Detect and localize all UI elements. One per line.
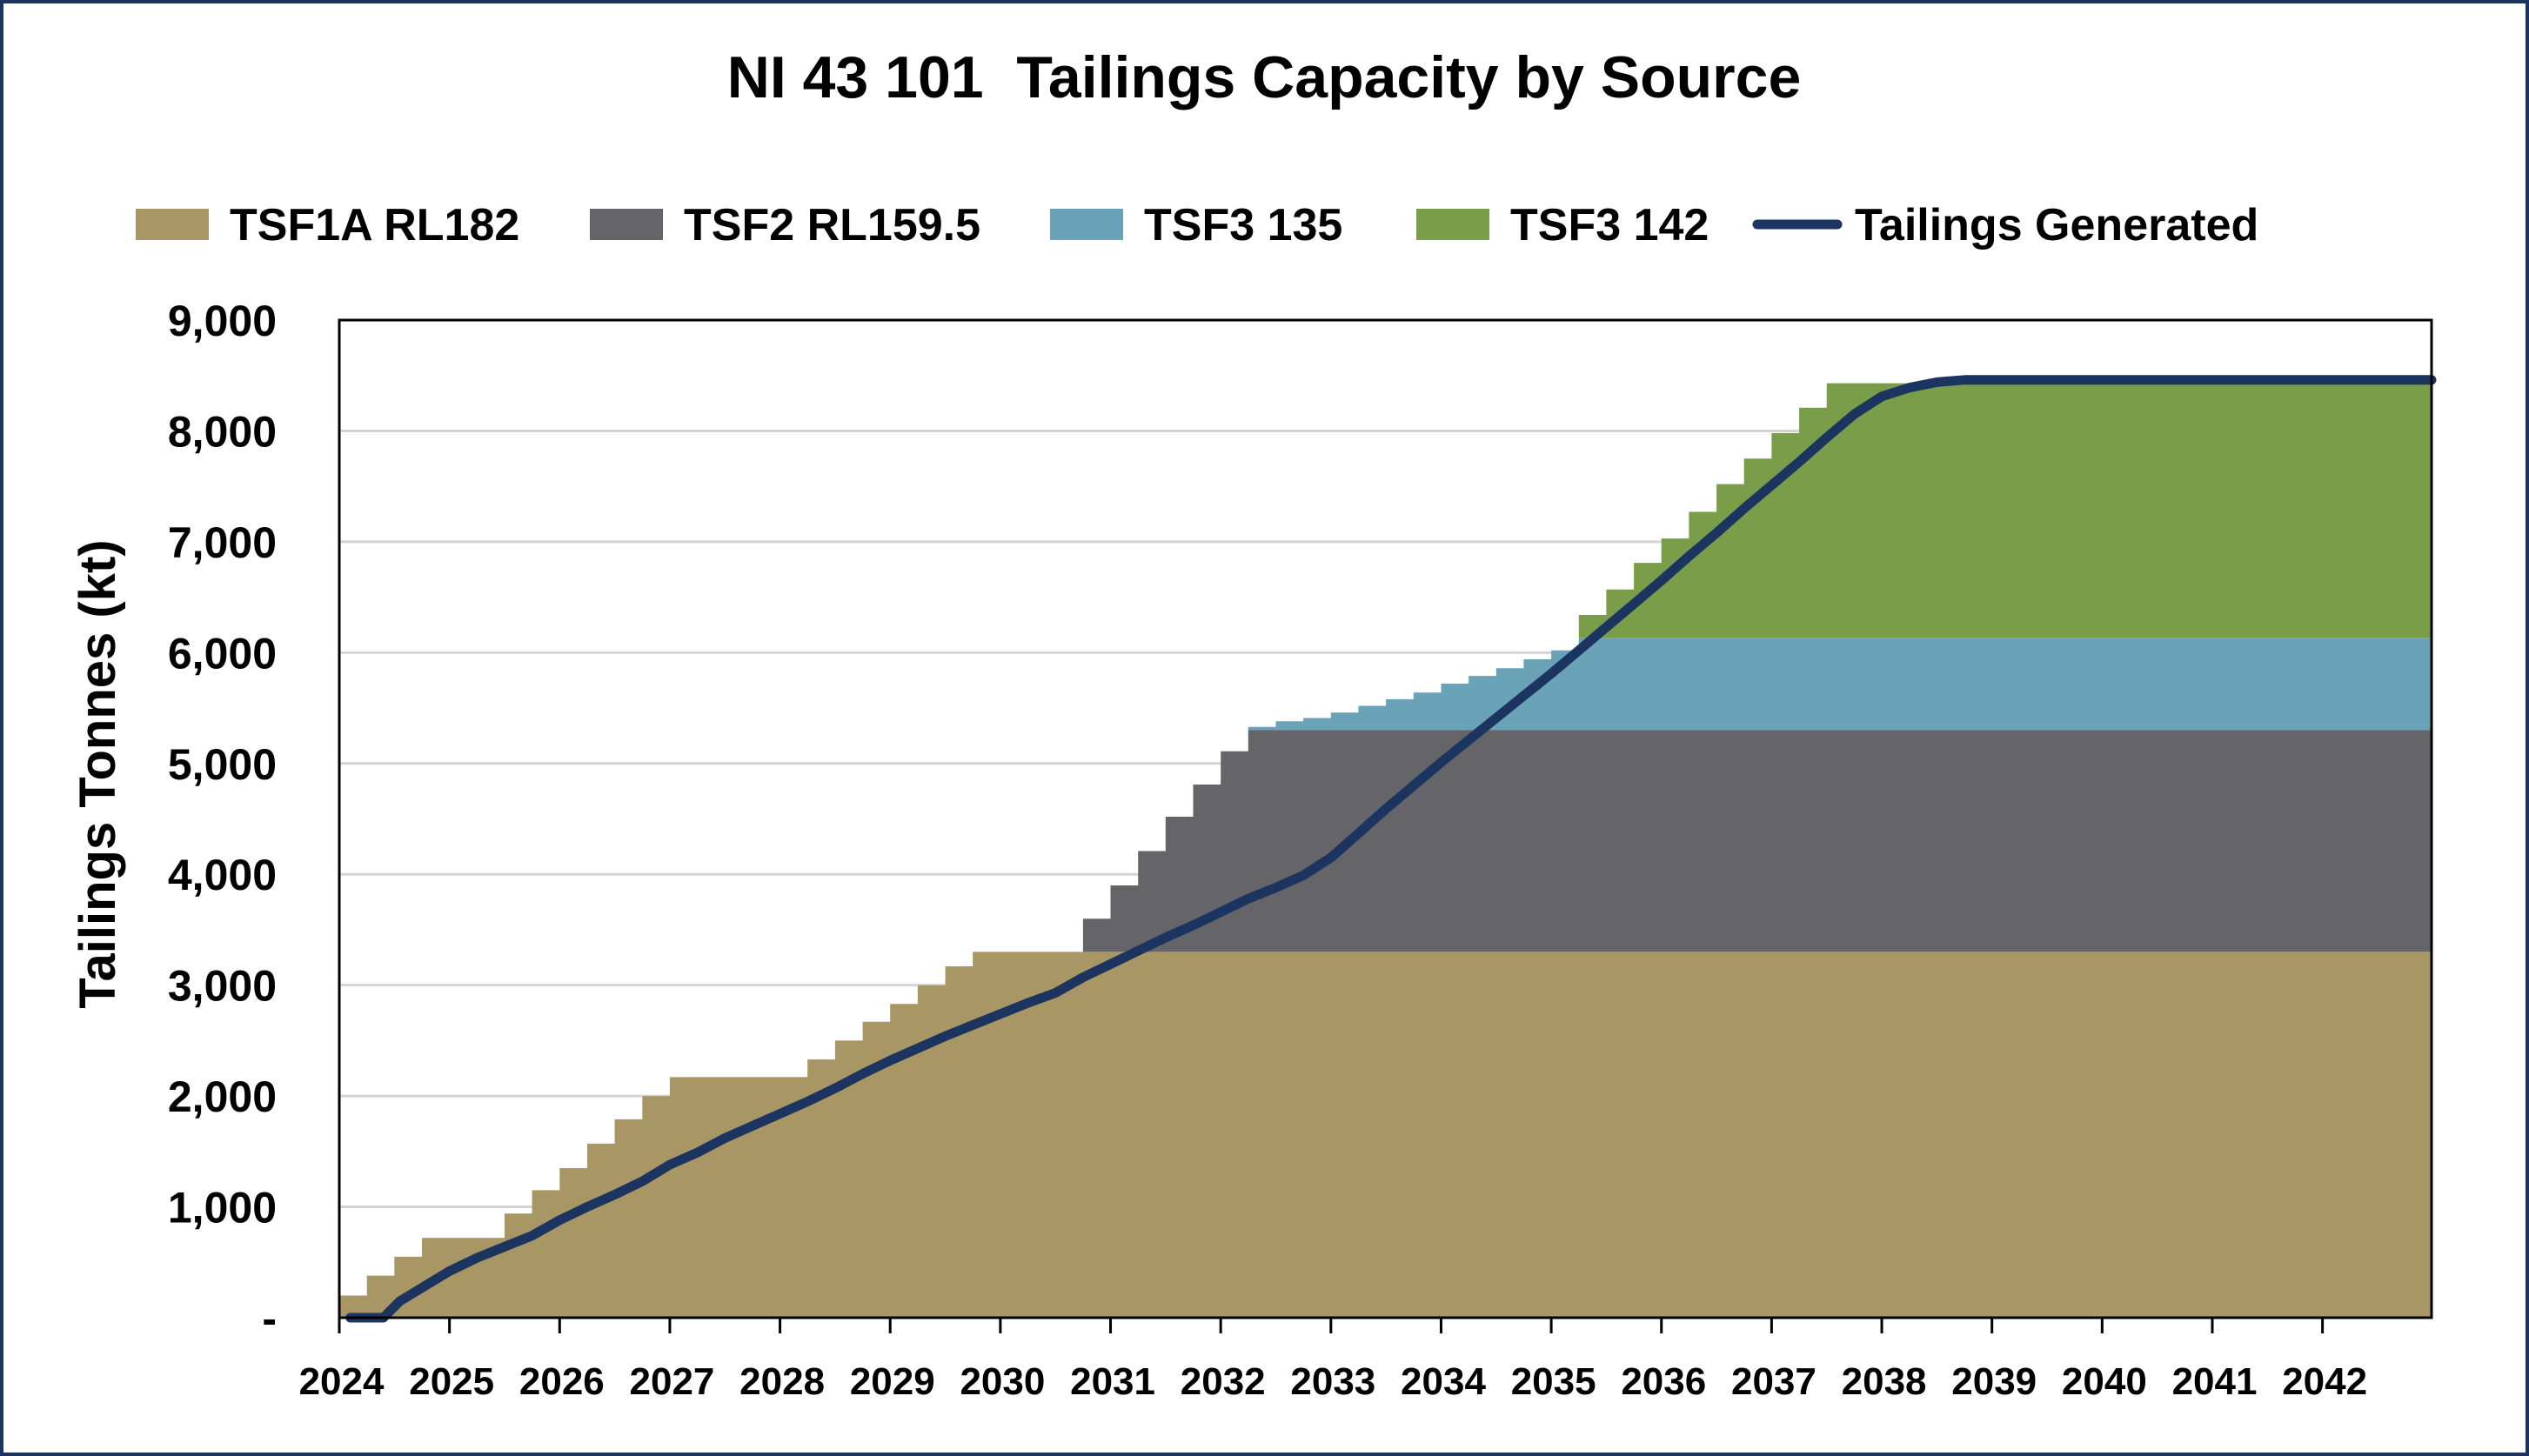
area-series-tsf3-142 [339,383,2432,1296]
y-tick-label: 5,000 [168,740,277,789]
legend-label-tsf3-135: TSF3 135 [1144,200,1342,250]
y-tick-label: 6,000 [168,629,277,678]
x-tick-label: 2042 [2282,1360,2367,1403]
y-tick-label: 4,000 [168,851,277,899]
area-series-tsf2-rl159-5 [339,730,2432,1296]
x-tick-label: 2041 [2172,1360,2258,1403]
x-tick-label: 2027 [630,1360,715,1403]
line-series-tailings-generated [345,375,2437,1323]
x-tick-label: 2029 [850,1360,935,1403]
y-tick-label: 7,000 [168,518,277,567]
legend: TSF1A RL182 TSF2 RL159.5 TSF3 135 TSF3 142 T… [136,200,2258,250]
chart-title: NI 43 101 Tailings Capacity by Source [727,44,1802,110]
plot-border [338,318,2433,1319]
line-series [345,375,2437,1323]
x-tick-label: 2034 [1401,1360,1486,1403]
legend-label-tsf1a-rl182: TSF1A RL182 [230,200,519,250]
x-tick-label: 2038 [1842,1360,1927,1403]
x-tick-label: 2032 [1181,1360,1266,1403]
plot-area: - 1,000 2,000 3,000 4,000 5,000 6,000 7,000 8,00… [168,297,2437,1403]
x-tick-label: 2026 [519,1360,605,1403]
x-tick-label: 2039 [1951,1360,2037,1403]
x-tick-label: 2031 [1070,1360,1155,1403]
x-axis-ticks: 2024 2025 2026 2027 2028 2029 2030 2031 2032 2033… [299,1318,2367,1403]
legend-swatch-tsf3-142 [1416,209,1489,240]
x-tick-label: 2028 [739,1360,825,1403]
x-tick-label: 2035 [1511,1360,1596,1403]
y-tick-label: 1,000 [168,1184,277,1232]
y-tick-label: 3,000 [168,962,277,1011]
area-series-tsf1a-rl182 [339,952,2432,1318]
legend-label-tsf3-142: TSF3 142 [1510,200,1709,250]
x-tick-label: 2040 [2062,1360,2147,1403]
x-tick-label: 2030 [960,1360,1045,1403]
y-axis-label: Tailings Tonnes (kt) [70,539,126,1008]
y-tick-label: 2,000 [168,1072,277,1121]
area-series-tsf3-135 [339,638,2432,1296]
legend-swatch-tsf3-135 [1050,209,1123,240]
legend-swatch-tsf2-rl159-5 [590,209,663,240]
legend-label-tsf2-rl159-5: TSF2 RL159.5 [684,200,980,250]
stacked-areas [339,383,2432,1318]
x-tick-label: 2033 [1290,1360,1375,1403]
x-tick-label: 2036 [1621,1360,1706,1403]
x-tick-label: 2025 [409,1360,494,1403]
legend-swatch-tsf1a-rl182 [136,209,209,240]
y-tick-label: 9,000 [168,297,277,345]
x-tick-label: 2037 [1731,1360,1816,1403]
legend-label-tailings-generated: Tailings Generated [1855,200,2258,250]
y-axis-ticks: - 1,000 2,000 3,000 4,000 5,000 6,000 7,000 8,00… [168,297,277,1343]
y-tick-label: 8,000 [168,407,277,456]
y-tick-label: - [262,1294,277,1343]
x-tick-label: 2024 [299,1360,385,1403]
